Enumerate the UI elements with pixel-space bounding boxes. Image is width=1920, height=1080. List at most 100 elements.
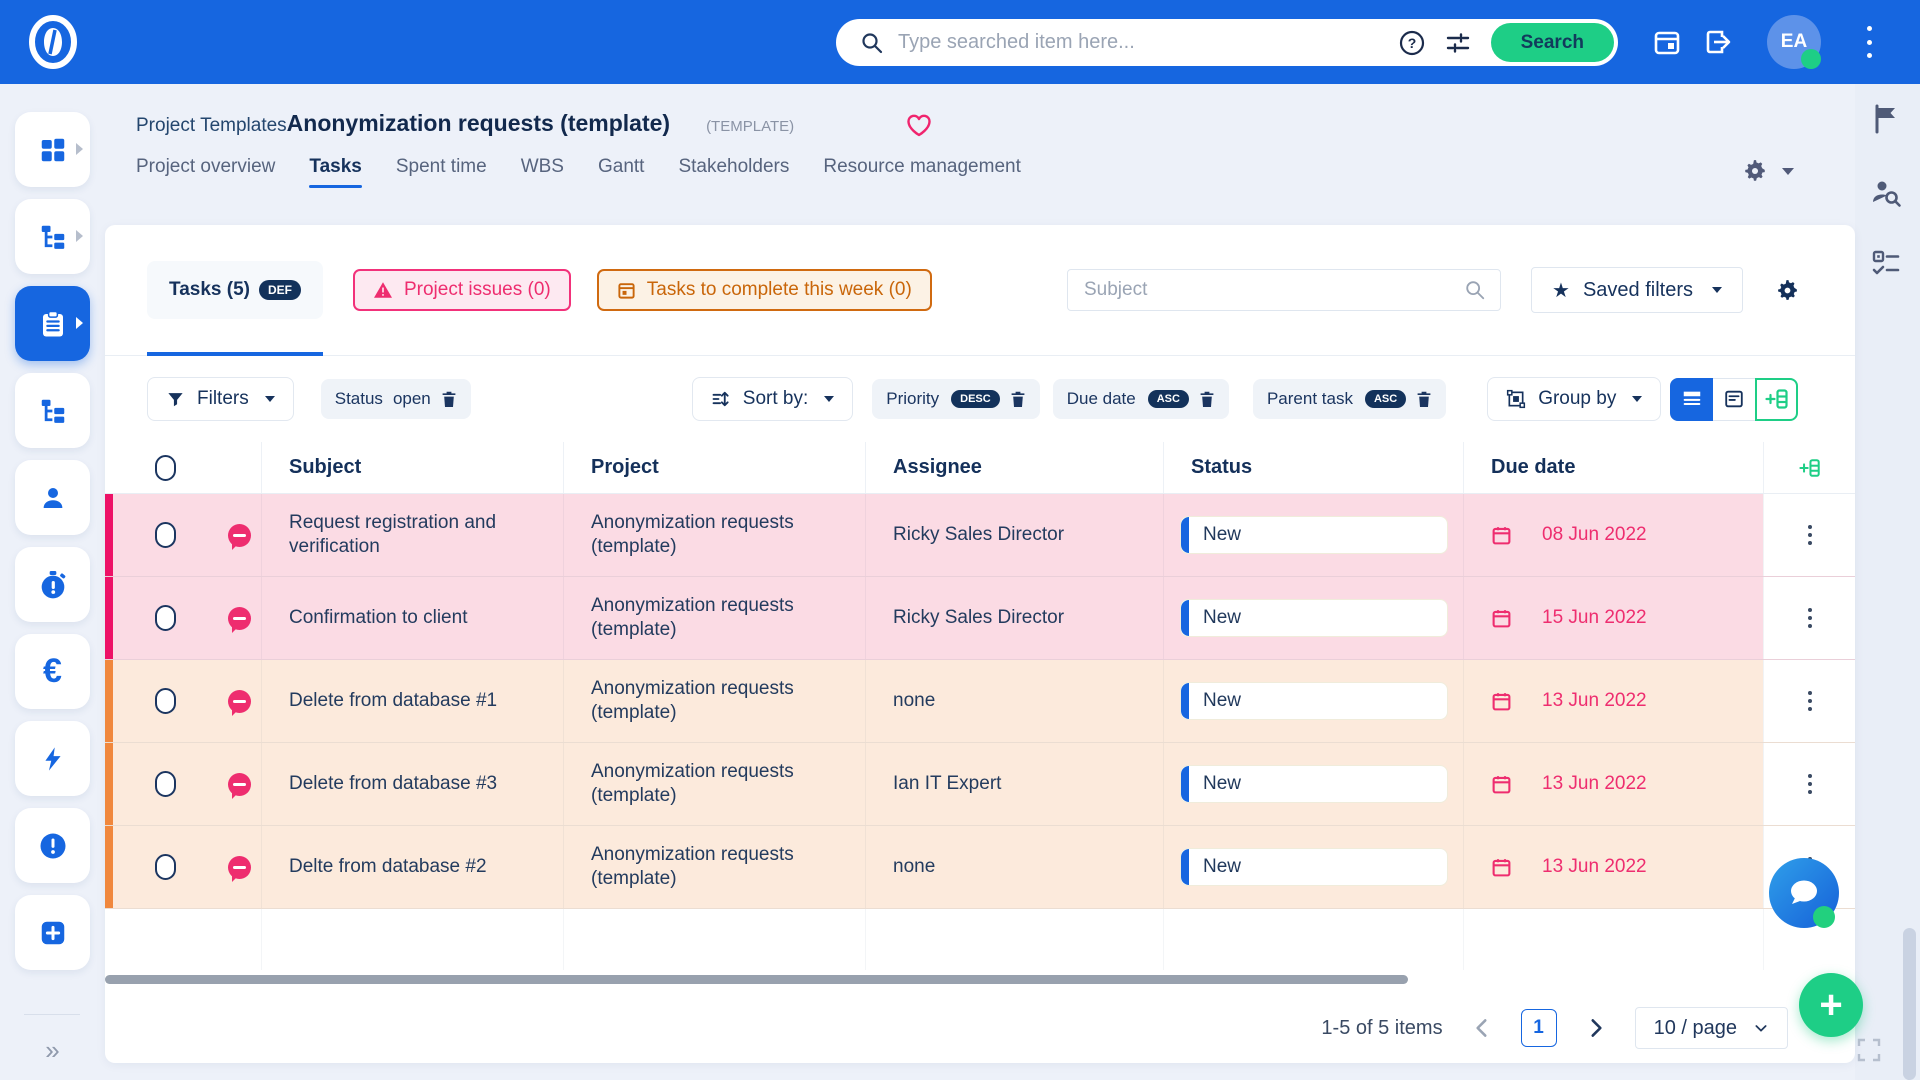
row-checkbox[interactable] [155, 605, 176, 631]
task-assignee[interactable]: Ricky Sales Director [893, 607, 1064, 629]
sidebar-item-time-tracking[interactable] [15, 547, 90, 622]
table-row[interactable]: Delete from database #3 Anonymization re… [105, 743, 1855, 826]
row-actions-kebab-icon[interactable] [1808, 608, 1812, 628]
task-subject[interactable]: Delte from database #2 [289, 855, 487, 879]
table-row[interactable]: Confirmation to client Anonymization req… [105, 577, 1855, 660]
sidebar-item-projects-tree[interactable] [15, 199, 90, 274]
comment-bubble-icon[interactable] [228, 690, 251, 713]
status-select[interactable]: New [1180, 765, 1448, 803]
column-header-assignee[interactable]: Assignee [865, 442, 1163, 493]
per-page-dropdown[interactable]: 10 / page [1635, 1007, 1788, 1049]
flag-icon[interactable] [1869, 102, 1903, 136]
tasks-this-week-tab[interactable]: Tasks to complete this week (0) [597, 269, 932, 311]
task-assignee[interactable]: Ricky Sales Director [893, 524, 1064, 546]
column-header-subject[interactable]: Subject [261, 442, 563, 493]
filter-chip-status[interactable]: Status open [321, 379, 471, 419]
task-subject[interactable]: Request registration and verification [289, 511, 563, 559]
sidebar-item-tasks[interactable] [15, 286, 90, 361]
task-due-date[interactable]: 08 Jun 2022 [1463, 494, 1763, 576]
project-issues-tab[interactable]: Project issues (0) [353, 269, 571, 311]
favorite-heart-icon[interactable] [905, 112, 933, 138]
sidebar-collapse-button[interactable]: » [0, 1035, 105, 1066]
global-search-input[interactable] [898, 31, 1399, 54]
row-checkbox[interactable] [155, 854, 176, 880]
select-all-checkbox[interactable] [155, 455, 176, 481]
status-select[interactable]: New [1180, 516, 1448, 554]
sort-chip-due-date[interactable]: Due date ASC [1053, 379, 1229, 419]
comment-bubble-icon[interactable] [228, 524, 251, 547]
task-subject[interactable]: Delete from database #1 [289, 689, 497, 713]
task-project[interactable]: Anonymization requests (template) [591, 760, 865, 808]
help-icon[interactable]: ? [1399, 30, 1425, 56]
tab-wbs[interactable]: WBS [521, 156, 564, 188]
saved-filters-dropdown[interactable]: ★ Saved filters [1531, 267, 1743, 313]
table-row[interactable]: Request registration and verification An… [105, 494, 1855, 577]
list-settings-gear-icon[interactable] [1775, 278, 1800, 303]
search-button[interactable]: Search [1491, 23, 1614, 62]
table-row[interactable]: Delte from database #2 Anonymization req… [105, 826, 1855, 909]
sidebar-item-wbs-tree[interactable] [15, 373, 90, 448]
fullscreen-icon[interactable] [1856, 1037, 1882, 1063]
tab-spent-time[interactable]: Spent time [396, 156, 487, 188]
vertical-scrollbar-thumb[interactable] [1903, 928, 1916, 1080]
logout-export-icon[interactable] [1704, 28, 1732, 56]
status-select[interactable]: New [1180, 599, 1448, 637]
current-page-button[interactable]: 1 [1521, 1009, 1557, 1047]
task-due-date[interactable]: 15 Jun 2022 [1463, 577, 1763, 659]
person-search-icon[interactable] [1869, 176, 1903, 210]
row-actions-kebab-icon[interactable] [1808, 774, 1812, 794]
row-checkbox[interactable] [155, 771, 176, 797]
subject-search-input[interactable] [1084, 279, 1464, 301]
comment-bubble-icon[interactable] [228, 773, 251, 796]
sidebar-item-budgets[interactable]: € [15, 634, 90, 709]
sidebar-item-users[interactable] [15, 460, 90, 535]
filters-dropdown[interactable]: Filters [147, 377, 294, 421]
trash-icon[interactable] [1199, 390, 1215, 408]
next-page-icon[interactable] [1583, 1015, 1609, 1041]
task-assignee[interactable]: Ian IT Expert [893, 773, 1001, 795]
checklist-icon[interactable] [1869, 246, 1903, 280]
comment-bubble-icon[interactable] [228, 607, 251, 630]
tab-stakeholders[interactable]: Stakeholders [678, 156, 789, 188]
task-project[interactable]: Anonymization requests (template) [591, 843, 865, 891]
create-new-fab[interactable]: + [1799, 973, 1863, 1037]
row-checkbox[interactable] [155, 688, 176, 714]
task-project[interactable]: Anonymization requests (template) [591, 677, 865, 725]
row-actions-kebab-icon[interactable] [1808, 525, 1812, 545]
task-due-date[interactable]: 13 Jun 2022 [1463, 826, 1763, 908]
tab-tasks-list[interactable]: Tasks (5) DEF [147, 225, 323, 355]
view-toggle-add-column[interactable] [1755, 378, 1798, 421]
task-assignee[interactable]: none [893, 690, 935, 712]
row-checkbox[interactable] [155, 522, 176, 548]
tab-resource-management[interactable]: Resource management [823, 156, 1021, 188]
sort-by-dropdown[interactable]: Sort by: [692, 377, 853, 421]
calendar-icon[interactable] [1653, 28, 1681, 56]
sidebar-item-dashboard[interactable] [15, 112, 90, 187]
status-select[interactable]: New [1180, 682, 1448, 720]
sort-chip-parent-task[interactable]: Parent task ASC [1253, 379, 1446, 419]
task-project[interactable]: Anonymization requests (template) [591, 511, 865, 559]
column-header-status[interactable]: Status [1163, 442, 1463, 493]
view-toggle-detail-list[interactable] [1713, 378, 1756, 421]
table-row[interactable]: Delete from database #1 Anonymization re… [105, 660, 1855, 743]
sidebar-item-alerts[interactable] [15, 808, 90, 883]
task-subject[interactable]: Confirmation to client [289, 606, 467, 630]
task-due-date[interactable]: 13 Jun 2022 [1463, 743, 1763, 825]
view-toggle-table-active[interactable] [1670, 378, 1713, 421]
sort-chip-priority[interactable]: Priority DESC [872, 379, 1039, 419]
tab-project-overview[interactable]: Project overview [136, 156, 275, 188]
horizontal-scrollbar-thumb[interactable] [105, 975, 1408, 984]
project-settings-dropdown[interactable] [1742, 158, 1794, 184]
add-column-icon[interactable] [1799, 457, 1821, 479]
trash-icon[interactable] [441, 390, 457, 408]
breadcrumb-parent[interactable]: Project Templates [136, 115, 287, 137]
task-project[interactable]: Anonymization requests (template) [591, 594, 865, 642]
status-select[interactable]: New [1180, 848, 1448, 886]
trash-icon[interactable] [1416, 390, 1432, 408]
row-actions-kebab-icon[interactable] [1808, 691, 1812, 711]
task-subject[interactable]: Delete from database #3 [289, 772, 497, 796]
task-assignee[interactable]: none [893, 856, 935, 878]
tab-gantt[interactable]: Gantt [598, 156, 644, 188]
column-header-project[interactable]: Project [563, 442, 865, 493]
app-logo[interactable] [26, 15, 80, 69]
